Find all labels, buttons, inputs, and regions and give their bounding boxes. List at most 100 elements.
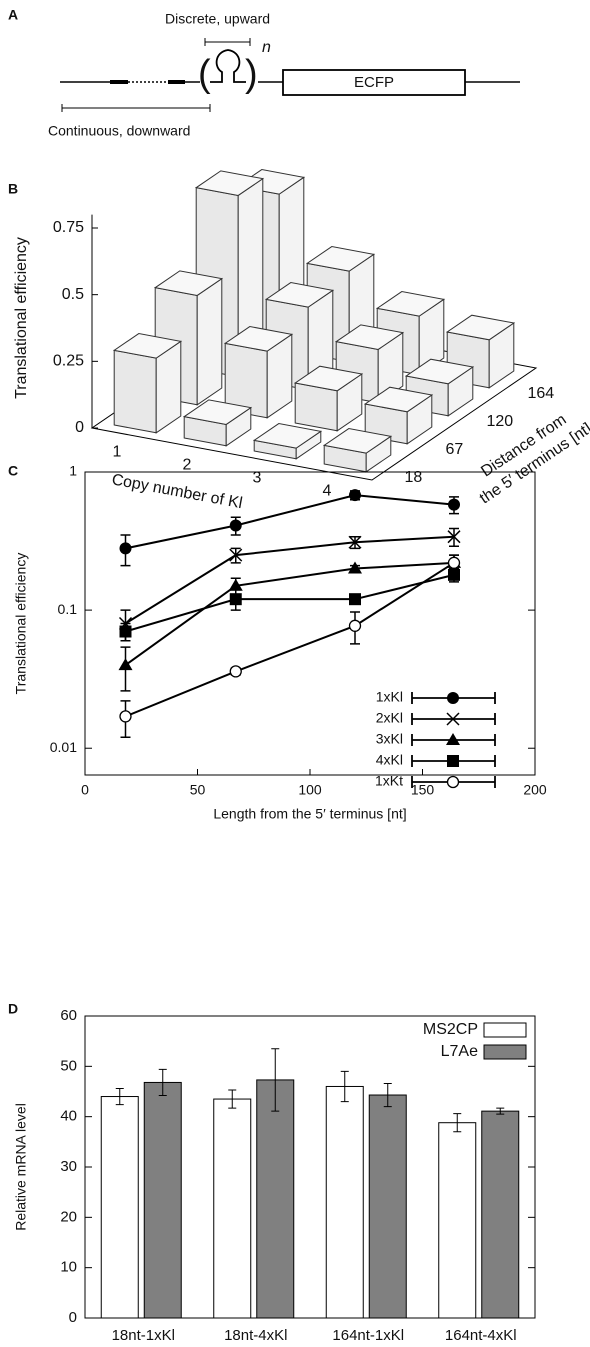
marker (349, 593, 361, 606)
bar-side (196, 277, 223, 406)
bar (256, 1079, 295, 1319)
bar-top (112, 333, 183, 359)
ecfp-box (282, 69, 466, 96)
legend-marker (446, 712, 460, 726)
x-tick-label: 200 (523, 782, 547, 798)
panel-label: C (8, 463, 18, 479)
bar-front (294, 382, 338, 432)
bar-top (445, 314, 516, 341)
marker (118, 658, 133, 671)
error-bar (340, 1070, 349, 1103)
x-tick-label: 18nt-1xKl (112, 1327, 175, 1344)
depth-tick-label: 18 (405, 469, 423, 486)
z-tick-label: 0.5 (62, 286, 84, 303)
legend-swatch (483, 1022, 527, 1038)
error-bar (496, 1107, 505, 1115)
series-line (125, 561, 455, 718)
panel-label: A (8, 7, 18, 23)
bar (153, 270, 224, 406)
bar-top (264, 282, 335, 308)
x-tick-label: 164nt-1xKl (332, 1327, 404, 1344)
bar (438, 1122, 477, 1319)
hairpin (210, 49, 246, 83)
marker (119, 542, 132, 555)
bracket (204, 38, 251, 46)
depth-tick-label: 67 (446, 441, 464, 458)
marker (119, 710, 132, 723)
legend-label: 1xKl (376, 689, 403, 705)
marker (229, 665, 242, 678)
z-tick-label: 0.75 (53, 219, 84, 236)
panel-label: D (8, 1001, 18, 1017)
error-bar (158, 1068, 167, 1097)
diagram: A Discrete, upward ( ) n ECFP Continuous… (8, 7, 520, 139)
error-bar (271, 1048, 280, 1112)
series-line (125, 494, 455, 550)
legend-marker (447, 692, 459, 704)
bar (322, 428, 393, 473)
x-axis-label: Length from the 5′ terminus [nt] (213, 806, 406, 822)
x-tick-label: 100 (298, 782, 322, 798)
bar-top (305, 246, 376, 272)
bar (293, 365, 364, 432)
error-bar (383, 1082, 392, 1108)
marker (228, 578, 243, 591)
bar-top (182, 399, 253, 425)
x-tick-label: 4 (323, 483, 332, 500)
y-axis-label: Translational efficiency (13, 553, 29, 695)
bar-top (252, 423, 323, 449)
bar (252, 423, 323, 460)
bar-top (375, 291, 446, 317)
x-tick-label: 18nt-4xKl (224, 1327, 287, 1344)
x-axis-label: Copy number of Kl (110, 471, 243, 512)
paren: ) (245, 53, 258, 95)
bar (223, 326, 294, 419)
y-tick-label: 10 (60, 1259, 77, 1276)
legend-label: 2xKl (376, 710, 403, 726)
bar (445, 314, 516, 389)
top-label: Discrete, upward (165, 11, 270, 27)
bar (368, 1094, 407, 1319)
bar-top (223, 326, 294, 352)
bar-top (363, 386, 434, 413)
marker (229, 519, 242, 532)
x-tick-label: 0 (81, 782, 89, 798)
x-tick-label: 50 (190, 782, 206, 798)
y-tick-label: 20 (60, 1208, 77, 1225)
legend-marker (446, 733, 460, 745)
x-tick-label: 3 (253, 470, 262, 487)
bar (182, 399, 253, 447)
bar-front (113, 349, 157, 434)
series-line (124, 535, 455, 625)
marker (448, 498, 460, 511)
legend-label: 3xKl (376, 731, 403, 747)
exponent: n (262, 39, 271, 56)
marker (447, 530, 461, 544)
error-bar (228, 1089, 237, 1109)
bar-top (293, 365, 364, 392)
error-bar (115, 1087, 124, 1106)
bar-top (404, 358, 475, 385)
bar (100, 1096, 139, 1319)
y-tick-label: 60 (60, 1007, 77, 1024)
depth-tick-label: 120 (487, 413, 514, 430)
legend-marker (447, 755, 459, 767)
z-tick-label: 0 (75, 419, 84, 436)
y-tick-label: 0 (69, 1309, 77, 1326)
x-tick-label: 164nt-4xKl (445, 1327, 517, 1344)
legend-label: 4xKl (376, 752, 403, 768)
bar (213, 1098, 252, 1319)
marker (447, 556, 461, 569)
y-tick-label: 50 (60, 1057, 77, 1074)
z-axis-label: Translational efficiency (13, 237, 30, 399)
bar-top (194, 170, 265, 196)
bottom-label: Continuous, downward (48, 123, 190, 139)
marker (119, 625, 132, 638)
bar (325, 1085, 364, 1319)
bar (334, 324, 405, 404)
paren: ( (198, 53, 211, 95)
depth-tick-label: 164 (528, 385, 555, 402)
series-line (124, 561, 455, 666)
bar (143, 1081, 182, 1319)
